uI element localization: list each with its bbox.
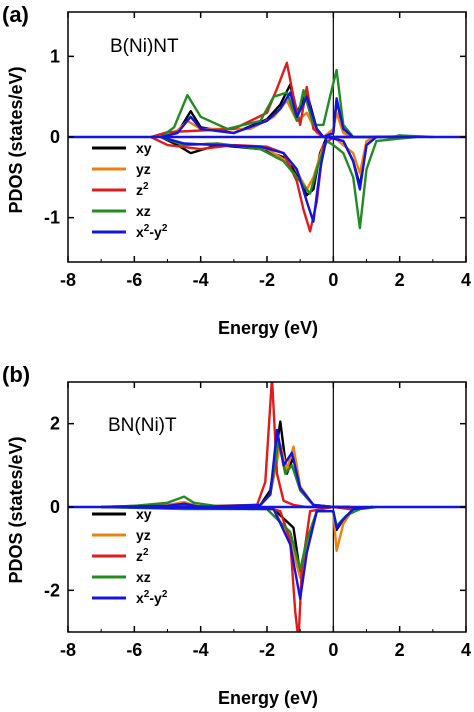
y-tick-label: 0 [50, 497, 60, 517]
y-tick-label: 0 [50, 127, 60, 147]
x-tick-label: 0 [328, 640, 338, 660]
legend-superscript: 2 [144, 223, 150, 234]
y-tick-label: 1 [50, 46, 60, 66]
x-tick-label: 4 [461, 270, 471, 290]
legend-label-z2: z2 [136, 181, 149, 198]
legend-label-x2-y2: x2-y2 [136, 589, 168, 606]
y-axis-title-a: PDOS (states/eV) [6, 66, 26, 213]
series-yz-up-line [160, 99, 410, 139]
series-z2-up-line [101, 382, 350, 509]
x-tick-label: -4 [193, 270, 209, 290]
legend-label-yz: yz [136, 161, 151, 177]
x-tick-label: 2 [395, 640, 405, 660]
x-tick-label: -4 [193, 640, 209, 660]
series-z2-down-line [150, 135, 354, 233]
curves-b [68, 382, 466, 632]
legend-label-z2: z2 [136, 547, 149, 564]
x-tick-label: -2 [259, 270, 275, 290]
x-tick-label: 2 [395, 270, 405, 290]
legend-label-yz: yz [136, 527, 151, 543]
plot-area-b: -8 -6 -4 -2 0 2 4 2 0 -2 [44, 381, 471, 660]
curves-a [68, 12, 466, 262]
legend-label-xz: xz [136, 569, 151, 585]
y-axis-title-text-b: PDOS (states/eV) [6, 436, 26, 583]
annotation-b: BN(Ni)T [108, 415, 177, 436]
series-xz-up-line [101, 439, 350, 509]
y-tick-label: 2 [50, 414, 60, 434]
y-axis-title-b: PDOS (states/eV) [6, 436, 26, 583]
panel-label-b: (b) [2, 362, 30, 387]
legend-label-part: -y [149, 590, 162, 606]
legend-label-xy: xy [136, 506, 152, 522]
y-axis-title-text-a: PDOS (states/eV) [6, 66, 26, 213]
panel-label-a: (a) [2, 2, 29, 27]
legend-label-x2-y2: x2-y2 [136, 223, 168, 240]
x-axis-title-b: Energy (eV) [218, 688, 318, 708]
x-tick-label: 4 [461, 640, 471, 660]
x-tick-label: -6 [126, 270, 142, 290]
series-yz-up-line [101, 443, 350, 509]
x-tick-label: 0 [328, 270, 338, 290]
series-z2-up-line [150, 61, 354, 139]
series-x2-y2-up-line [160, 91, 354, 139]
legend-b: xy yz z2 xz x2-y2 [92, 506, 168, 606]
y-tick-label: -2 [44, 580, 60, 600]
legend-superscript: 2 [143, 181, 149, 192]
y-tick-label: -1 [44, 208, 60, 228]
x-tick-label: -8 [60, 640, 76, 660]
plot-area-a: -8 -6 -4 -2 0 2 4 1 0 -1 [44, 11, 471, 290]
x-axis-title-a: Energy (eV) [218, 318, 318, 338]
series-x2-y2-down-line [101, 505, 374, 600]
panel-a: (a) PDOS (states/eV) Energy (eV) B(Ni)NT… [2, 2, 471, 338]
legend-superscript: 2 [162, 589, 168, 600]
legend-a: xy yz z2 xz x2-y2 [92, 140, 168, 240]
legend-label-part: -y [149, 224, 162, 240]
legend-label-xy: xy [136, 140, 152, 156]
legend-label-xz: xz [136, 203, 151, 219]
legend-superscript: 2 [162, 223, 168, 234]
annotation-a: B(Ni)NT [110, 36, 179, 57]
legend-superscript: 2 [144, 589, 150, 600]
panel-b: (b) PDOS (states/eV) Energy (eV) BN(Ni)T… [2, 362, 471, 708]
series-x2-y2-down-line [160, 135, 378, 223]
legend-superscript: 2 [143, 547, 149, 558]
x-tick-label: -8 [60, 270, 76, 290]
x-tick-label: -6 [126, 640, 142, 660]
series-x2-y2-up-line [101, 428, 350, 509]
x-tick-label: -2 [259, 640, 275, 660]
